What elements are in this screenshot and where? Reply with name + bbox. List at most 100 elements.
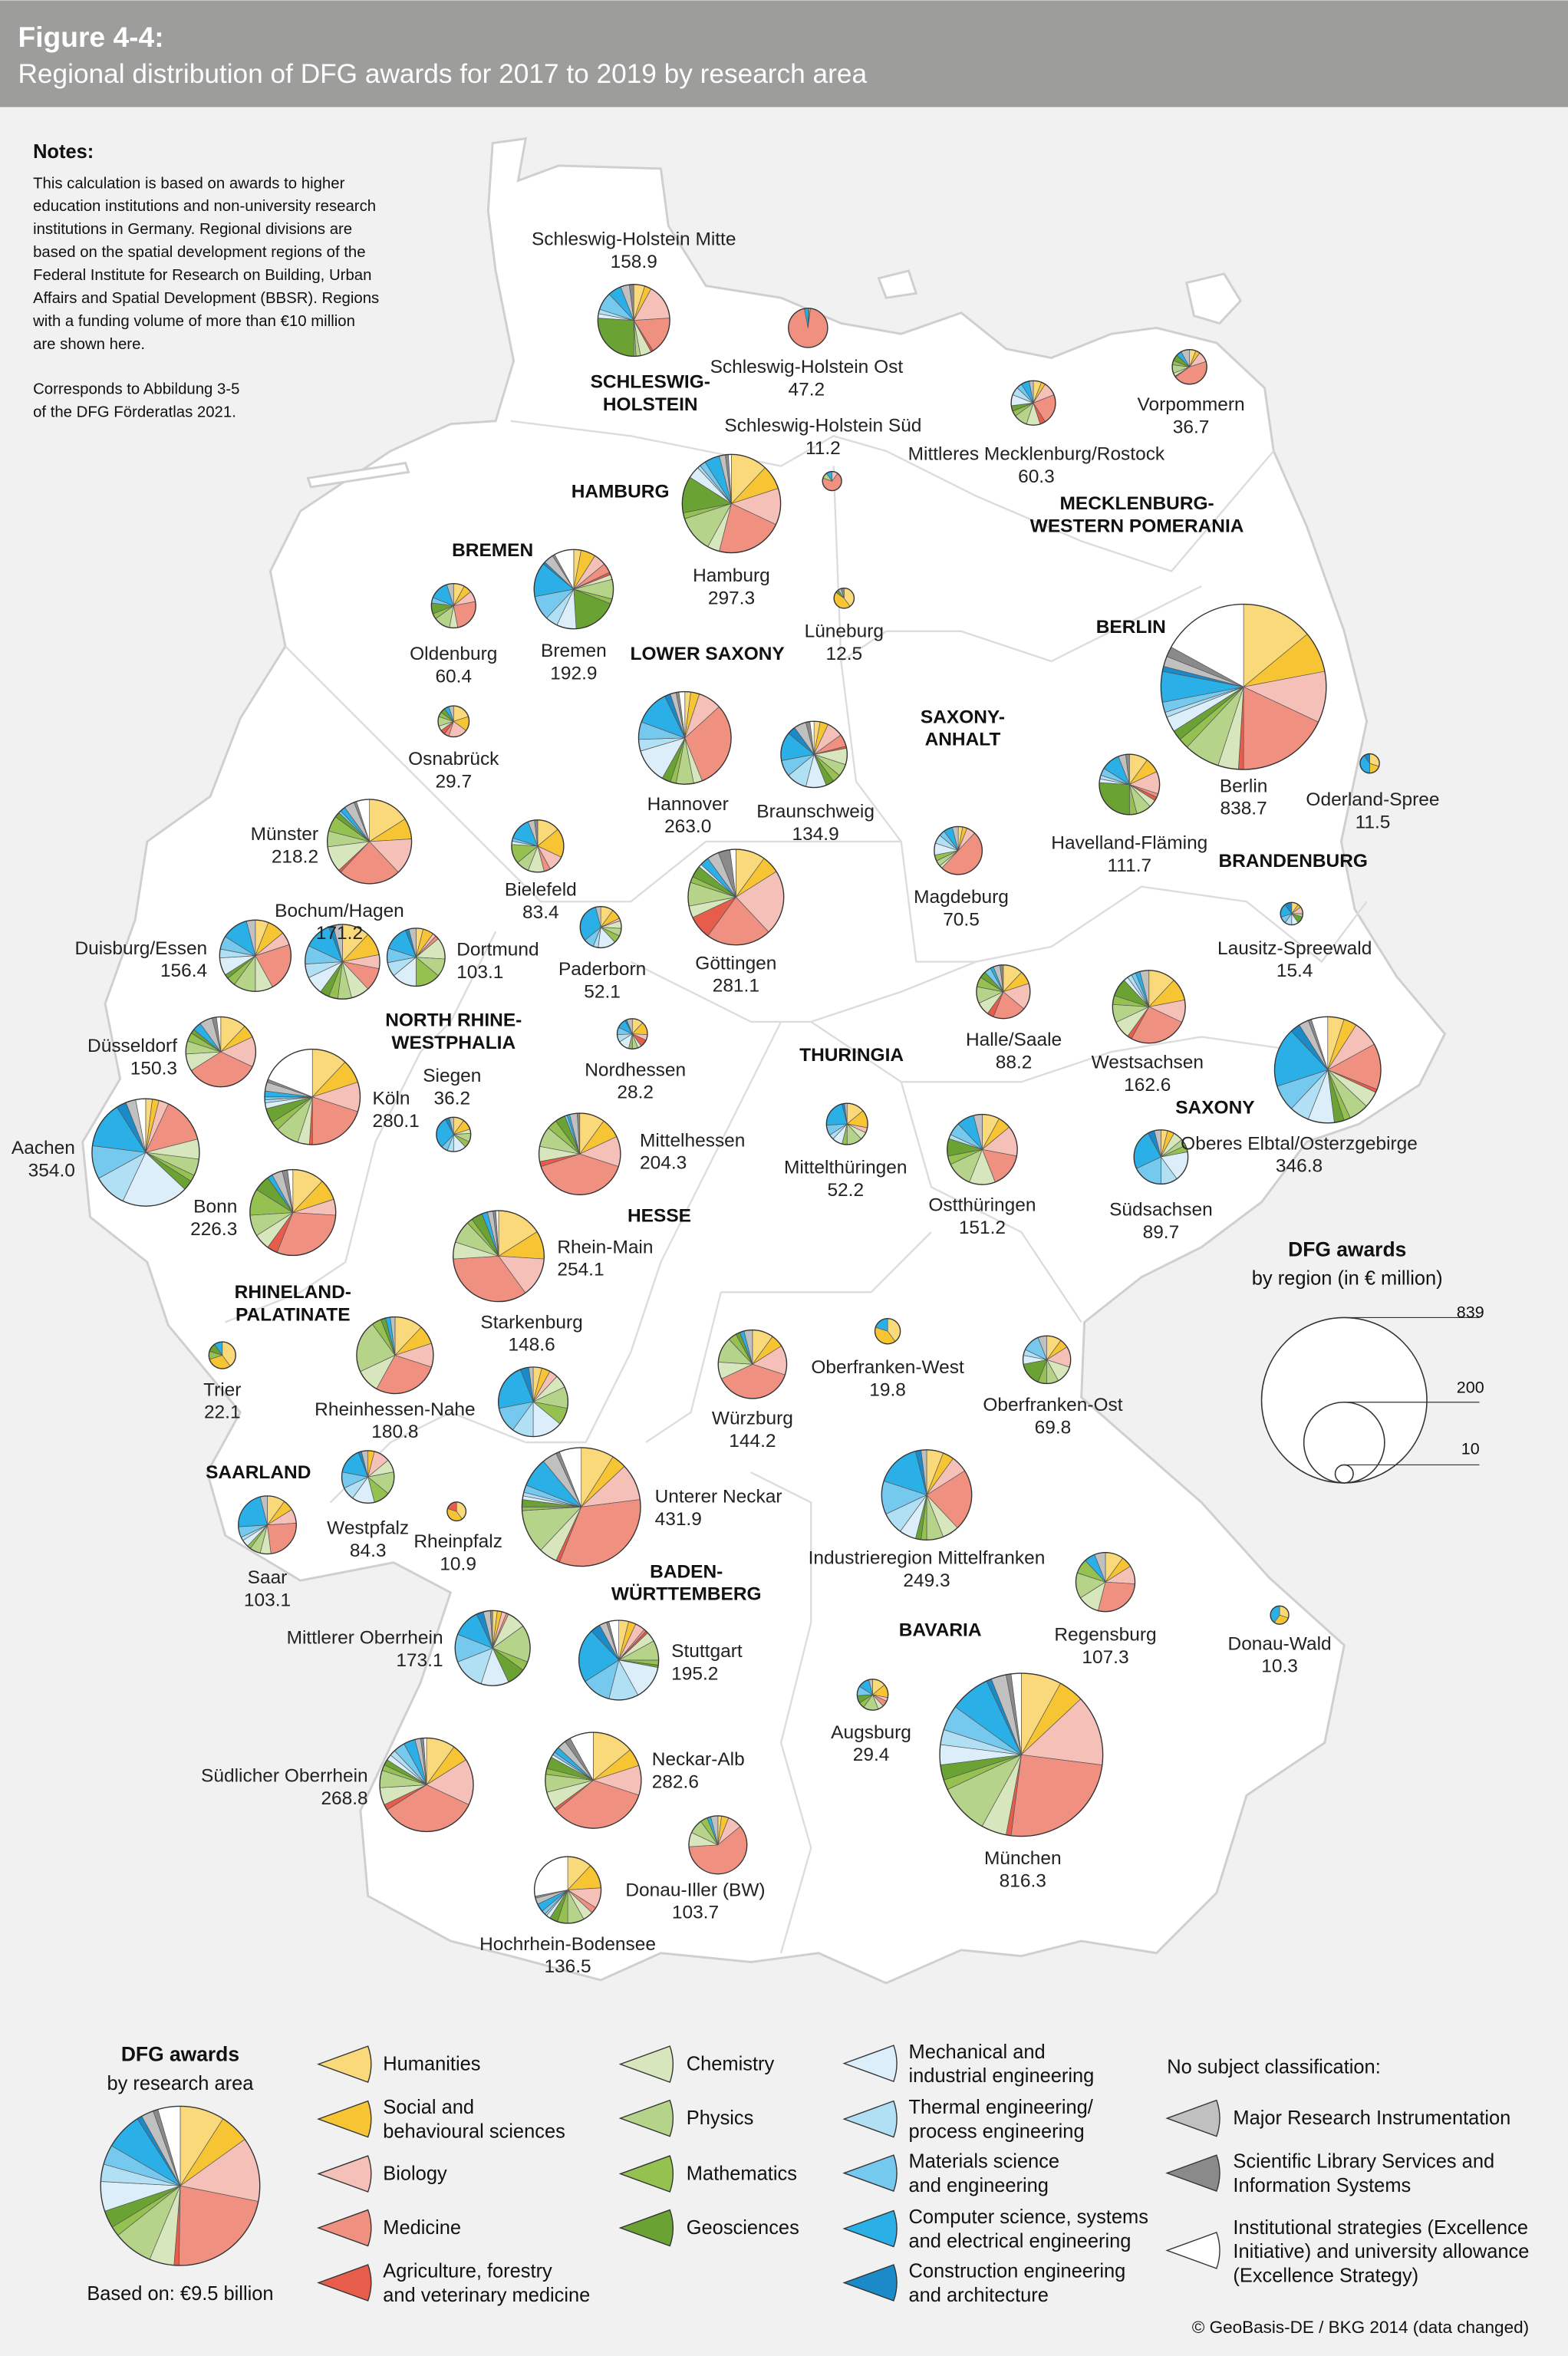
state-label: RHINELAND- (235, 1282, 351, 1303)
region-pie (1273, 1016, 1382, 1124)
region-value: 204.3 (640, 1153, 687, 1174)
region-pie (1022, 1335, 1072, 1385)
region-label: Donau-Iller (BW) 103.7 (625, 1880, 765, 1923)
region-name: Unterer Neckar (655, 1486, 782, 1507)
state-borders (225, 420, 1368, 1954)
region-pie (788, 308, 828, 348)
pie-outline (1112, 970, 1186, 1044)
region-value: 171.2 (316, 923, 363, 944)
no-subject-heading: No subject classification: (1167, 2056, 1381, 2078)
state-label: MECKLENBURG- (1060, 493, 1214, 514)
east-frisian-islands (306, 461, 410, 489)
legend-label: (Excellence Strategy) (1233, 2265, 1418, 2287)
region-name: Hannover (647, 794, 729, 815)
legend-label: Initiative) and university allowance (1233, 2241, 1529, 2262)
region-pie (1270, 1605, 1290, 1625)
region-label: Aachen 354.0 (12, 1138, 75, 1181)
legend-swatch-wedge-icon (618, 2099, 674, 2137)
region-value: 218.2 (272, 846, 318, 867)
header-band (0, 0, 1568, 107)
region-pie (1112, 970, 1186, 1044)
state-label: SAXONY- (921, 707, 1005, 727)
region-pie (521, 1447, 641, 1567)
legend-swatch-wedge-icon (317, 2209, 372, 2247)
region-value: 36.7 (1173, 417, 1210, 437)
legend-swatch-wedge-icon (842, 2264, 898, 2302)
region-name: Rheinpfalz (413, 1531, 502, 1552)
pie-outline (688, 1815, 748, 1875)
region-value: 103.7 (672, 1903, 719, 1923)
pie-outline (874, 1317, 901, 1345)
region-name: Westpfalz (327, 1518, 409, 1539)
fehmarn-island (877, 269, 918, 299)
pie-outline (446, 1501, 467, 1522)
figure-title: Regional distribution of DFG awards for … (18, 59, 867, 89)
notes-line: Affairs and Spatial Development (BBSR). … (33, 290, 379, 307)
legend-item-library: Scientific Library Services andInformati… (1165, 2151, 1494, 2196)
region-name: Würzburg (712, 1409, 793, 1429)
legend-swatch-wedge-icon (842, 2100, 898, 2138)
legend-swatch-wedge-icon (842, 2045, 898, 2083)
region-value: 280.1 (373, 1111, 420, 1132)
region-value: 52.2 (827, 1180, 864, 1201)
region-name: Starkenburg (480, 1312, 582, 1333)
region-name: Neckar-Alb (652, 1749, 745, 1770)
legend-label: process engineering (909, 2121, 1085, 2143)
legend-label: Humanities (383, 2053, 480, 2074)
region-pie (498, 1366, 569, 1438)
pie-outline (1133, 1129, 1189, 1185)
pie-outline (637, 690, 732, 785)
state-label: BAVARIA (899, 1620, 982, 1641)
region-pie (1171, 349, 1207, 385)
legend-label: Major Research Instrumentation (1233, 2107, 1510, 2129)
region-name: Stuttgart (671, 1641, 743, 1662)
legend-label: Computer science, systems (909, 2206, 1148, 2228)
region-pie (579, 906, 622, 949)
state-label: SAARLAND (206, 1462, 311, 1483)
state-label: HAMBURG (572, 482, 670, 503)
pie-outline (1022, 1335, 1072, 1385)
legend-swatch-wedge-icon (317, 2100, 372, 2138)
region-pie (687, 848, 785, 946)
region-name: Saar (248, 1567, 288, 1588)
legend-label: Chemistry (687, 2053, 775, 2074)
legend-swatch-wedge-icon (1165, 2232, 1220, 2269)
notes-line: education institutions and non-universit… (33, 198, 376, 215)
region-pie (688, 1815, 748, 1875)
region-name: Vorpommern (1138, 394, 1245, 415)
notes-line: institutions in Germany. Regional divisi… (33, 221, 352, 238)
region-value: 11.5 (1356, 812, 1391, 832)
region-value: 254.1 (557, 1260, 604, 1280)
legend-swatch-wedge-icon (317, 2264, 372, 2302)
region-pie (436, 1116, 472, 1152)
region-pie (185, 1016, 257, 1088)
region-pie (305, 924, 380, 1000)
region-pie (578, 1620, 660, 1701)
region-pie (1280, 901, 1304, 926)
region-name: Mittelhessen (640, 1130, 745, 1151)
region-name: Havelland-Fläming (1051, 833, 1207, 854)
region-value: 10.3 (1261, 1656, 1298, 1677)
pie-outline (597, 283, 670, 358)
legend-item-institutional: Institutional strategies (ExcellenceInit… (1165, 2217, 1529, 2287)
pie-outline (788, 308, 828, 348)
region-value: 150.3 (130, 1058, 177, 1079)
legend-label: Materials science (909, 2151, 1060, 2173)
state-label: ANHALT (925, 730, 1001, 750)
region-value: 162.6 (1124, 1075, 1171, 1096)
legend-label: and engineering (909, 2175, 1049, 2196)
region-value: 47.2 (789, 379, 825, 400)
region-name: Dortmund (456, 940, 539, 961)
state-label: BREMEN (452, 540, 533, 561)
